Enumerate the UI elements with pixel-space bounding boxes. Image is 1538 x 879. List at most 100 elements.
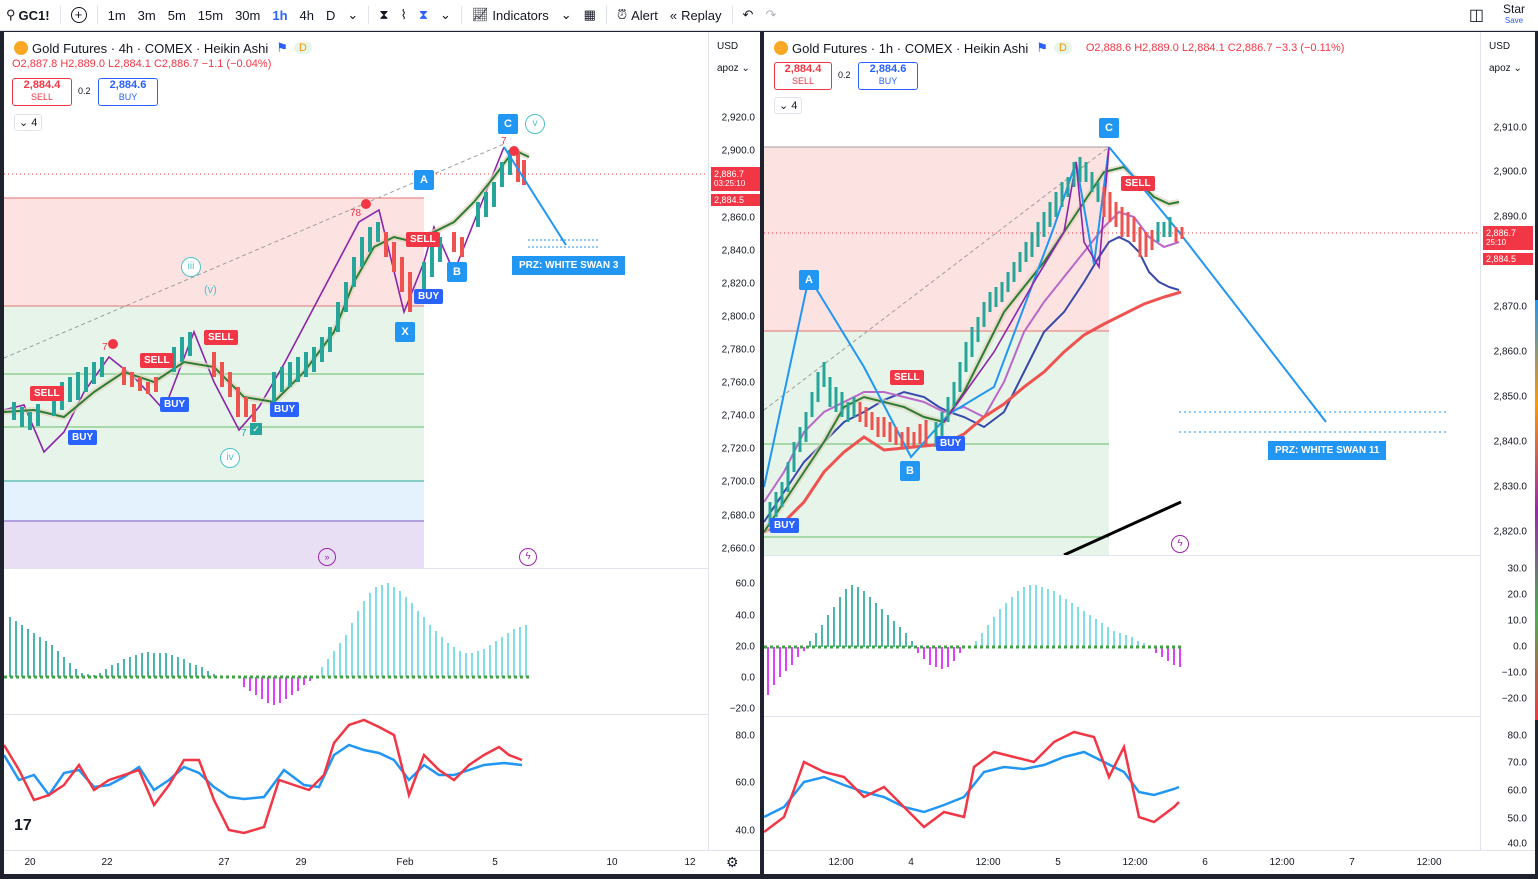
left-indicator-collapse[interactable]: ⌄ 4 (14, 114, 43, 131)
right-time-axis[interactable]: 12:00 4 12:00 5 12:00 6 12:00 7 12:00 (764, 850, 1535, 874)
interval-3m[interactable]: 3m (137, 7, 156, 23)
right-price-tick: 2,840.0 (1493, 436, 1527, 448)
left-sell-price: 2,884.4 (23, 79, 61, 91)
right-price-axis[interactable]: USD apoz ⌄ 2,910.0 2,900.0 2,890.0 2,870… (1480, 32, 1533, 874)
redo-button[interactable]: ↷ (759, 0, 782, 30)
bar-style-heikin[interactable]: ⧗ (413, 0, 434, 30)
interval-15m[interactable]: 15m (197, 7, 224, 23)
left-ohlc: O2,887.8 H2,889.0 L2,884.1 C2,886.7 −1.1… (12, 58, 271, 70)
left-macd-tick: 0.0 (741, 672, 755, 684)
interval-1h[interactable]: 1h (272, 7, 288, 23)
left-wave-v: v (525, 114, 545, 134)
left-price-tick: 2,900.0 (721, 145, 755, 157)
left-signal-buy: BUY (160, 397, 190, 412)
compare-button[interactable]: + (65, 0, 93, 30)
right-high: H2,889.0 (1134, 42, 1179, 54)
interval-4h[interactable]: 4h (299, 7, 315, 23)
right-currency-select[interactable]: USD (1485, 38, 1529, 56)
right-abc-pattern (764, 146, 1110, 488)
right-chart-title: Gold Futures · 1h · COMEX · Heikin Ashi (792, 40, 1029, 56)
save-button[interactable]: Star Save (1490, 0, 1538, 30)
left-price-tick: 2,780.0 (721, 344, 755, 356)
right-price-plot[interactable] (764, 32, 1480, 555)
interval-5m[interactable]: 5m (167, 7, 186, 23)
right-countdown: 25:10 (1486, 238, 1507, 247)
heikin-ashi-icon: ⧗ (418, 7, 428, 22)
grid-icon: ▦ (583, 7, 596, 22)
interval-dropdown[interactable]: ⌄ (341, 0, 364, 30)
left-marker-label: 7 (241, 428, 247, 439)
left-time-axis[interactable]: 20 22 27 29 Feb 5 10 12 ⚙ (4, 850, 760, 874)
left-buy-button[interactable]: 2,884.6 BUY (98, 78, 158, 106)
right-buy-button[interactable]: 2,884.6 BUY (858, 62, 918, 90)
star-label: Star (1502, 2, 1525, 16)
left-marker-label: 7 (102, 342, 108, 353)
right-point-c: C (1099, 118, 1119, 138)
lightning-icon[interactable]: ϟ (519, 548, 537, 566)
interval-d[interactable]: D (326, 7, 336, 23)
layout-button[interactable]: ◫ (1463, 0, 1490, 30)
right-macd-tick: 0.0 (1513, 641, 1527, 653)
left-signal-buy: BUY (414, 289, 444, 304)
right-time-tick: 12:00 (828, 857, 854, 868)
left-macd-tick: 60.0 (735, 578, 755, 590)
divider (460, 6, 462, 24)
right-low: L2,884.1 (1181, 42, 1225, 54)
settings-gear-icon[interactable]: ⚙ (726, 854, 739, 870)
right-badge: D (1053, 42, 1072, 54)
pane-divider[interactable] (764, 716, 1480, 717)
right-indicator-collapse[interactable]: ⌄ 4 (774, 97, 803, 114)
right-macd-tick: 10.0 (1507, 615, 1527, 627)
right-macd-tick: −20.0 (1501, 693, 1527, 705)
left-prz-label: PRZ: WHITE SWAN 3 (512, 256, 626, 275)
indicators-label: Indicators (492, 7, 549, 23)
left-price-axis[interactable]: USD apoz ⌄ 2,920.0 2,900.0 2,860.0 2,840… (708, 32, 760, 874)
undo-button[interactable]: ↶ (737, 0, 760, 30)
alert-button[interactable]: ⏰︎ Alert (611, 0, 664, 30)
interval-30m[interactable]: 30m (235, 7, 261, 23)
left-badge: D (293, 42, 312, 54)
pane-divider[interactable] (4, 568, 708, 569)
left-price-plot[interactable] (4, 32, 708, 568)
interval-1m[interactable]: 1m (107, 7, 126, 23)
right-scale-select[interactable]: apoz ⌄ (1489, 63, 1522, 74)
indicators-button[interactable]: 📈︎ Indicators (466, 0, 555, 30)
right-macd-tick: 30.0 (1507, 563, 1527, 575)
gold-icon (774, 41, 788, 55)
bar-style-candles[interactable]: ⧗ (373, 0, 394, 30)
lightning-icon[interactable]: ϟ (1171, 535, 1189, 553)
left-time-tick: 5 (492, 857, 498, 868)
pane-divider[interactable] (4, 714, 708, 715)
left-rsi-tick: 60.0 (735, 777, 755, 789)
goto-realtime-icon[interactable]: » (318, 548, 336, 566)
indicators-dropdown[interactable]: ⌄ (555, 0, 578, 30)
left-chart-pane[interactable]: Gold Futures · 4h · COMEX · Heikin Ashi … (4, 32, 760, 874)
left-marker-label: 78 (350, 208, 362, 219)
plus-circle-icon: + (70, 7, 87, 23)
right-candles (768, 157, 1184, 527)
left-scale-select[interactable]: apoz ⌄ (717, 63, 750, 74)
left-chart-title: Gold Futures · 4h · COMEX · Heikin Ashi (32, 40, 269, 56)
left-countdown: 03:25:10 (714, 179, 746, 188)
left-projection-line (503, 146, 567, 246)
templates-button[interactable]: ▦ (578, 0, 602, 30)
left-sell-button[interactable]: 2,884.4 SELL (12, 78, 72, 106)
right-collapse-count: 4 (791, 100, 798, 112)
symbol-search[interactable]: ⚲ GC1! (0, 0, 56, 30)
right-sell-button[interactable]: 2,884.4 SELL (774, 62, 832, 90)
left-currency-select[interactable]: USD (713, 38, 757, 56)
right-buy-label: BUY (878, 76, 898, 86)
left-signal-buy: BUY (68, 430, 98, 445)
replay-button[interactable]: « Replay (664, 0, 728, 30)
right-price-tick: 2,850.0 (1493, 391, 1527, 403)
right-macd-tick: −10.0 (1501, 667, 1527, 679)
right-rsi-tick: 40.0 (1507, 838, 1527, 850)
left-currency-label: USD (717, 41, 739, 52)
left-collapse-count: 4 (31, 117, 38, 129)
right-signal-sell: SELL (890, 370, 924, 385)
chart-style-dropdown[interactable]: ⌄ (434, 0, 457, 30)
bar-style-line[interactable]: ⌇ (394, 0, 412, 30)
pane-divider[interactable] (764, 555, 1480, 556)
right-chart-pane[interactable]: Gold Futures · 1h · COMEX · Heikin Ashi … (764, 32, 1535, 874)
divider (96, 6, 98, 24)
